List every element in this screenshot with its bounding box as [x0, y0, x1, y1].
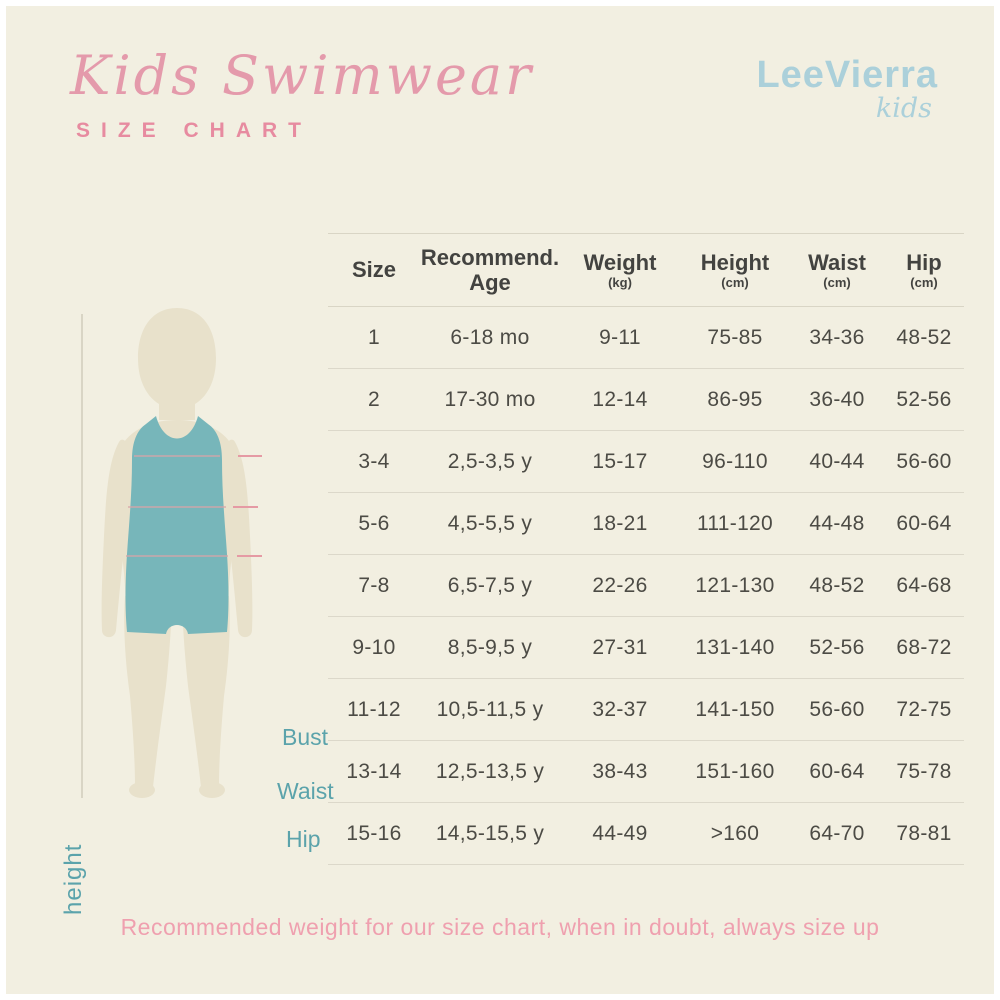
table-cell: 9-11: [560, 307, 680, 369]
table-cell: 151-160: [680, 741, 790, 803]
table-cell: 9-10: [328, 617, 420, 679]
table-cell: 38-43: [560, 741, 680, 803]
table-cell: 2,5-3,5 y: [420, 431, 560, 493]
figure-right-leg: [182, 596, 230, 795]
table-cell: 64-68: [884, 555, 964, 617]
figure-right-arm: [222, 439, 253, 638]
table-cell: 34-36: [790, 307, 884, 369]
brand-sub-label: kids: [875, 93, 932, 124]
table-cell: 52-56: [790, 617, 884, 679]
size-chart-table: Size Recommend. Age Weight (kg) Height (…: [328, 233, 964, 865]
table-cell: 48-52: [790, 555, 884, 617]
table-cell: 72-75: [884, 679, 964, 741]
column-header-size: Size: [328, 234, 420, 307]
table-cell: 78-81: [884, 803, 964, 865]
column-header-weight: Weight (kg): [560, 234, 680, 307]
table-cell: 11-12: [328, 679, 420, 741]
table-cell: 75-85: [680, 307, 790, 369]
table-cell: 56-60: [884, 431, 964, 493]
figure-right-foot: [199, 782, 225, 798]
table-cell: 48-52: [884, 307, 964, 369]
hip-label: Hip: [286, 826, 321, 852]
figure-left-foot: [129, 782, 155, 798]
table-cell: 8,5-9,5 y: [420, 617, 560, 679]
table-cell: 56-60: [790, 679, 884, 741]
table-cell: 40-44: [790, 431, 884, 493]
table-cell: 3-4: [328, 431, 420, 493]
footnote-text: Recommended weight for our size chart, w…: [120, 914, 880, 940]
child-figure-illustration: height Bust Waist Hip: [30, 290, 334, 915]
table-cell: 121-130: [680, 555, 790, 617]
waist-label: Waist: [277, 778, 334, 804]
page-title: Kids Swimwear: [70, 44, 534, 107]
figure-left-arm: [101, 439, 132, 638]
table-cell: 32-37: [560, 679, 680, 741]
table-cell: 17-30 mo: [420, 369, 560, 431]
table-cell: 96-110: [680, 431, 790, 493]
table-cell: 7-8: [328, 555, 420, 617]
bust-label: Bust: [282, 724, 329, 750]
table-cell: 68-72: [884, 617, 964, 679]
table-cell: 111-120: [680, 493, 790, 555]
table-cell: 86-95: [680, 369, 790, 431]
table-cell: 13-14: [328, 741, 420, 803]
swimsuit-shape: [125, 416, 229, 634]
table-cell: 1: [328, 307, 420, 369]
table-cell: 64-70: [790, 803, 884, 865]
figure-left-leg: [124, 596, 172, 795]
table-cell: 12,5-13,5 y: [420, 741, 560, 803]
table-cell: 6-18 mo: [420, 307, 560, 369]
table-cell: 60-64: [790, 741, 884, 803]
table-cell: 131-140: [680, 617, 790, 679]
table-cell: >160: [680, 803, 790, 865]
column-header-waist: Waist (cm): [790, 234, 884, 307]
table-cell: 4,5-5,5 y: [420, 493, 560, 555]
table-cell: 12-14: [560, 369, 680, 431]
page-subtitle: SIZE CHART: [76, 119, 312, 142]
table-cell: 60-64: [884, 493, 964, 555]
table-cell: 44-49: [560, 803, 680, 865]
column-header-height: Height (cm): [680, 234, 790, 307]
brand-logo: LeeVierra kids: [756, 54, 938, 124]
page-title-block: Kids Swimwear SIZE CHART: [70, 44, 534, 143]
table-cell: 15-17: [560, 431, 680, 493]
figure-head: [138, 308, 216, 420]
column-header-hip: Hip (cm): [884, 234, 964, 307]
table-cell: 6,5-7,5 y: [420, 555, 560, 617]
table-cell: 5-6: [328, 493, 420, 555]
table-cell: 14,5-15,5 y: [420, 803, 560, 865]
table-cell: 44-48: [790, 493, 884, 555]
table-cell: 15-16: [328, 803, 420, 865]
height-axis-label: height: [60, 843, 87, 915]
table-cell: 10,5-11,5 y: [420, 679, 560, 741]
table-cell: 75-78: [884, 741, 964, 803]
table-cell: 52-56: [884, 369, 964, 431]
table-cell: 141-150: [680, 679, 790, 741]
size-chart-page: Kids Swimwear SIZE CHART LeeVierra kids: [6, 6, 994, 994]
brand-name: LeeVierra: [756, 54, 938, 96]
child-silhouette-graphic: [81, 308, 262, 798]
column-header-age: Recommend. Age: [420, 234, 560, 307]
table-cell: 22-26: [560, 555, 680, 617]
table-cell: 18-21: [560, 493, 680, 555]
table-cell: 27-31: [560, 617, 680, 679]
table-cell: 36-40: [790, 369, 884, 431]
table-cell: 2: [328, 369, 420, 431]
